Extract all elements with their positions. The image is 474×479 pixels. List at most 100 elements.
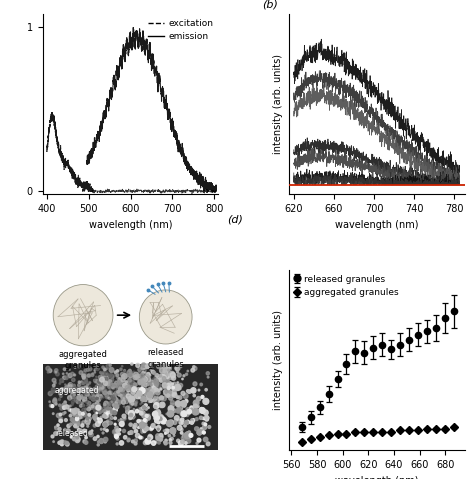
Circle shape [142,365,146,368]
Circle shape [87,374,90,377]
Circle shape [115,426,118,430]
Circle shape [105,411,109,415]
Circle shape [189,433,193,437]
Circle shape [128,383,132,386]
Circle shape [98,387,100,389]
Circle shape [83,391,84,393]
Circle shape [173,421,177,424]
Circle shape [80,395,83,398]
Circle shape [125,385,130,390]
Circle shape [127,370,132,376]
Circle shape [108,414,111,417]
Circle shape [78,384,81,387]
Circle shape [71,372,74,376]
Circle shape [115,434,118,438]
Circle shape [63,376,66,379]
Circle shape [109,396,112,399]
Circle shape [64,441,67,445]
Circle shape [107,413,108,415]
Circle shape [105,374,107,376]
Circle shape [90,396,92,398]
Circle shape [162,397,166,401]
Circle shape [145,408,147,410]
Circle shape [109,422,112,424]
Circle shape [119,386,122,389]
Circle shape [83,414,86,417]
Circle shape [156,426,161,430]
Circle shape [170,393,172,395]
Circle shape [129,400,133,404]
Circle shape [171,372,173,374]
Circle shape [126,393,129,395]
Circle shape [115,381,118,384]
Circle shape [170,408,173,411]
Circle shape [77,412,82,416]
Circle shape [147,378,149,380]
Circle shape [156,386,158,387]
Circle shape [144,399,147,402]
Circle shape [73,394,75,396]
Circle shape [99,404,100,405]
Circle shape [145,372,146,373]
Circle shape [203,437,208,442]
Circle shape [126,407,128,410]
Circle shape [118,379,121,382]
Circle shape [85,392,89,396]
Circle shape [186,408,190,412]
Circle shape [131,440,134,443]
Circle shape [99,386,103,390]
Circle shape [115,401,117,403]
Circle shape [141,394,143,397]
Circle shape [78,411,82,415]
Circle shape [139,388,145,394]
Circle shape [149,375,151,376]
Circle shape [107,419,110,423]
Circle shape [75,411,78,413]
Circle shape [73,414,74,416]
Circle shape [104,401,108,405]
Circle shape [129,433,131,434]
Circle shape [176,408,181,413]
Circle shape [48,391,52,396]
Circle shape [122,389,124,392]
Circle shape [159,374,164,379]
Circle shape [81,381,84,385]
Circle shape [144,418,147,421]
Circle shape [165,381,167,383]
Circle shape [128,411,135,417]
Circle shape [102,390,106,394]
Circle shape [138,395,142,399]
Circle shape [124,396,128,400]
Circle shape [155,390,160,395]
Circle shape [117,400,119,402]
Circle shape [146,395,150,399]
Circle shape [84,386,85,388]
Circle shape [196,442,198,445]
Circle shape [106,396,108,399]
Circle shape [139,388,142,390]
Circle shape [143,427,146,431]
Circle shape [168,392,173,397]
Circle shape [170,428,176,434]
Circle shape [141,412,143,414]
Circle shape [102,366,104,368]
Circle shape [181,440,184,444]
Circle shape [120,390,123,393]
Circle shape [154,377,156,379]
Circle shape [138,394,141,397]
Circle shape [168,390,172,394]
Circle shape [102,414,106,418]
Circle shape [159,433,163,438]
Circle shape [72,395,75,398]
Circle shape [97,408,98,409]
Circle shape [68,374,72,377]
Circle shape [137,375,139,376]
Circle shape [73,433,76,436]
Circle shape [105,375,109,379]
Circle shape [107,411,110,414]
Circle shape [87,408,89,411]
Circle shape [65,405,69,409]
Circle shape [191,368,195,372]
Circle shape [111,395,115,399]
Circle shape [86,388,89,390]
